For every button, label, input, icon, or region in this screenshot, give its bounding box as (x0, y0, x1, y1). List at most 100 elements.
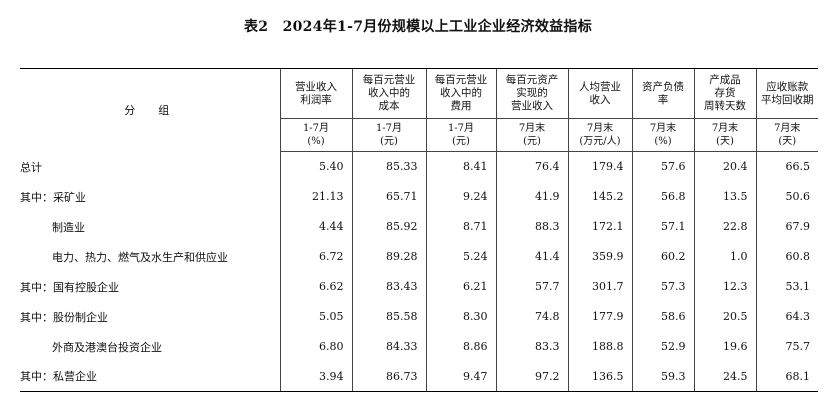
table-cell: 5.40 (279, 151, 352, 182)
table-cell: 8.41 (425, 151, 496, 182)
table-cell: 85.58 (351, 301, 426, 332)
table-cell: 13.5 (693, 181, 756, 212)
table-cell: 67.9 (755, 211, 818, 242)
table-cell: 84.33 (351, 331, 426, 362)
table-cell: 52.9 (631, 331, 694, 362)
table-cell: 41.4 (495, 241, 568, 272)
column-header-revenue-per-capita: 人均营业 收入 (567, 68, 632, 119)
table-cell: 85.92 (351, 211, 426, 242)
column-header-receivables-period: 应收账款 平均回收期 (755, 68, 818, 119)
table-cell: 188.8 (567, 331, 632, 362)
unit-row: 1-7月 (%) 1-7月 (元) 1-7月 (元) 7月末 (元) 7月末 (万元/人)… (20, 118, 818, 152)
column-unit: 1-7月 (元) (425, 118, 496, 152)
table-title: 表2 2024年1-7月份规模以上工业企业经济效益指标 (243, 19, 593, 35)
column-unit: 7月末 (万元/人) (567, 118, 632, 152)
table-cell: 4.44 (279, 211, 352, 242)
column-unit: 7月末 (%) (631, 118, 694, 152)
row-label: 制造业 (52, 220, 85, 234)
column-unit: 7月末 (天) (755, 118, 818, 152)
table-cell: 68.1 (755, 361, 818, 392)
table-cell: 6.21 (425, 271, 496, 302)
table-row-foreign-invested: 外商及港澳台投资企业 6.80 84.33 8.86 83.3 188.8 52… (20, 331, 818, 362)
table-cell: 145.2 (567, 181, 632, 212)
table-row-total: 总计 5.40 85.33 8.41 76.4 179.4 57.6 20.4 … (20, 151, 818, 182)
row-label: 外商及港澳台投资企业 (52, 340, 162, 354)
table-cell: 83.3 (495, 331, 568, 362)
table-cell: 3.94 (279, 361, 352, 392)
row-label: 其中：股份制企业 (20, 310, 108, 324)
table-cell: 9.47 (425, 361, 496, 392)
table-cell: 24.5 (693, 361, 756, 392)
header-row: 分 组 营业收入 利润率 每百元营业 收入中的 成本 每百元营业 收入中的 费用 (20, 68, 818, 152)
table-cell: 1.0 (693, 241, 756, 272)
table-cell: 58.6 (631, 301, 694, 332)
table-cell: 66.5 (755, 151, 818, 182)
table-row-joint-stock: 其中：股份制企业 5.05 85.58 8.30 74.8 177.9 58.6… (20, 301, 818, 332)
table-cell: 60.8 (755, 241, 818, 272)
row-label: 电力、热力、燃气及水生产和供应业 (52, 250, 228, 264)
row-label: 其中：私营企业 (20, 361, 280, 392)
column-header-inventory-turnover: 产成品 存货 周转天数 (693, 68, 756, 119)
table-cell: 86.73 (351, 361, 426, 392)
table-cell: 57.1 (631, 211, 694, 242)
table-cell: 85.33 (351, 151, 426, 182)
column-header-revenue-per-100-assets: 每百元资产 实现的 营业收入 (495, 68, 568, 119)
table-cell: 21.13 (279, 181, 352, 212)
table-row-utilities: 电力、热力、燃气及水生产和供应业 6.72 89.28 5.24 41.4 35… (20, 241, 818, 272)
table-cell: 22.8 (693, 211, 756, 242)
table-cell: 20.4 (693, 151, 756, 182)
row-label: 其中：国有控股企业 (20, 280, 119, 294)
table-cell: 56.8 (631, 181, 694, 212)
table-cell: 53.1 (755, 271, 818, 302)
column-header-profit-margin: 营业收入 利润率 (279, 68, 352, 119)
table-row-manufacturing: 制造业 4.44 85.92 8.71 88.3 172.1 57.1 22.8… (20, 211, 818, 242)
column-unit: 1-7月 (元) (351, 118, 426, 152)
table-cell: 6.80 (279, 331, 352, 362)
table-cell: 83.43 (351, 271, 426, 302)
table-row-private: 其中：私营企业 3.94 86.73 9.47 97.2 136.5 59.3 … (20, 361, 818, 392)
table-cell: 136.5 (567, 361, 632, 392)
table-cell: 50.6 (755, 181, 818, 212)
table-cell: 19.6 (693, 331, 756, 362)
table-cell: 6.72 (279, 241, 352, 272)
column-header-cost-per-100: 每百元营业 收入中的 成本 (351, 68, 426, 119)
table-row-mining: 其中：采矿业 21.13 65.71 9.24 41.9 145.2 56.8 … (20, 181, 818, 212)
table-cell: 8.71 (425, 211, 496, 242)
table-cell: 177.9 (567, 301, 632, 332)
table-cell: 8.30 (425, 301, 496, 332)
table-cell: 65.71 (351, 181, 426, 212)
table-cell: 57.3 (631, 271, 694, 302)
table-cell: 9.24 (425, 181, 496, 212)
table-cell: 20.5 (693, 301, 756, 332)
row-label: 总计 (20, 160, 42, 174)
table-cell: 41.9 (495, 181, 568, 212)
column-header-expense-per-100: 每百元营业 收入中的 费用 (425, 68, 496, 119)
table-cell: 89.28 (351, 241, 426, 272)
column-unit: 1-7月 (%) (279, 118, 352, 152)
table-cell: 12.3 (693, 271, 756, 302)
column-unit: 7月末 (天) (693, 118, 756, 152)
table-cell: 57.6 (631, 151, 694, 182)
table-cell: 179.4 (567, 151, 632, 182)
row-label: 其中：采矿业 (20, 190, 86, 204)
table-cell: 301.7 (567, 271, 632, 302)
group-header: 分 组 (20, 68, 280, 152)
column-unit: 7月末 (元) (495, 118, 568, 152)
table-cell: 97.2 (495, 361, 568, 392)
table-cell: 64.3 (755, 301, 818, 332)
table-cell: 5.24 (425, 241, 496, 272)
table-cell: 8.86 (425, 331, 496, 362)
table-cell: 172.1 (567, 211, 632, 242)
table-cell: 59.3 (631, 361, 694, 392)
table-cell: 57.7 (495, 271, 568, 302)
table-cell: 76.4 (495, 151, 568, 182)
table-cell: 6.62 (279, 271, 352, 302)
column-header-debt-ratio: 资产负债 率 (631, 68, 694, 119)
indicators-table: 分 组 营业收入 利润率 每百元营业 收入中的 成本 每百元营业 收入中的 费用 (20, 68, 818, 392)
table-cell: 74.8 (495, 301, 568, 332)
table-row-state-holding: 其中：国有控股企业 6.62 83.43 6.21 57.7 301.7 57.… (20, 271, 818, 302)
table-cell: 88.3 (495, 211, 568, 242)
table-cell: 5.05 (279, 301, 352, 332)
table-cell: 359.9 (567, 241, 632, 272)
